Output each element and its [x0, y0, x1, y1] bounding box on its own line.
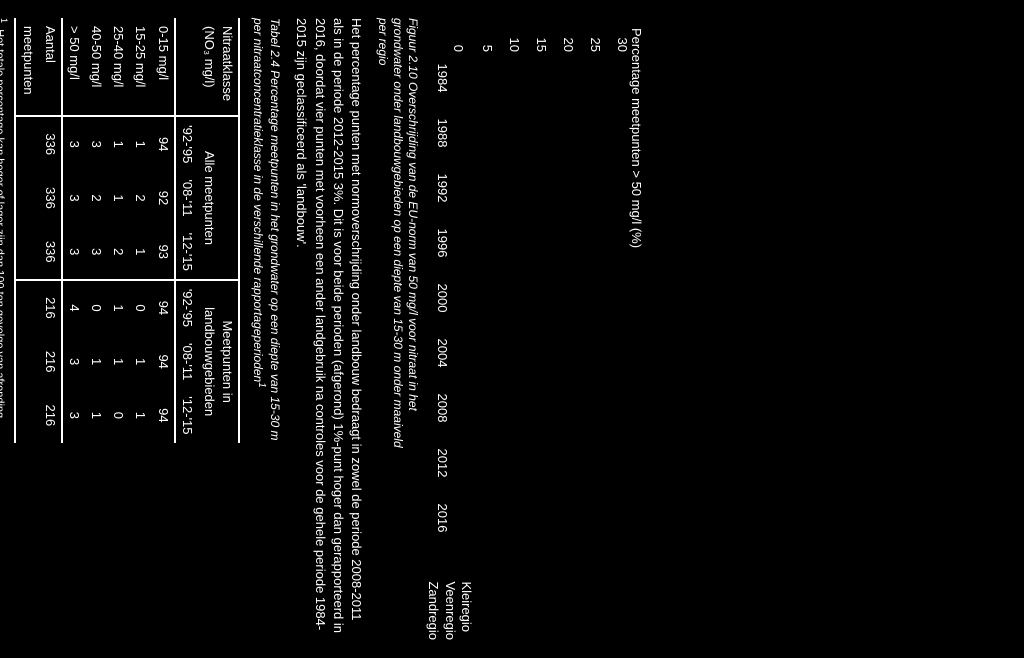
table-cell: 1 — [129, 335, 151, 388]
table-period: '92-'95 — [175, 116, 198, 171]
figure-chart: Percentage meetpunten > 50 mg/l (%) 30 2… — [424, 18, 644, 640]
table-cell: 0 — [85, 280, 107, 335]
y-tick: 15 — [534, 38, 549, 52]
x-tick: 2016 — [435, 504, 450, 533]
table-cell: 1 — [85, 335, 107, 388]
table-cell: 94 — [152, 335, 175, 388]
chart-svg: Percentage meetpunten > 50 mg/l (%) 30 2… — [424, 18, 644, 638]
table-cell — [15, 225, 38, 280]
table-cell: 1 — [107, 335, 129, 388]
table-cell: 94 — [152, 280, 175, 335]
table-cell: 93 — [152, 225, 175, 280]
legend-item: Veenregio — [442, 581, 458, 640]
table-row-label: 15-25 mg/l — [129, 18, 151, 116]
x-tick: 1988 — [435, 119, 450, 148]
table-cell: 336 — [39, 225, 62, 280]
table-period: '08-'11 — [175, 335, 198, 388]
y-tick: 0 — [451, 45, 466, 52]
table-header-left: (NO₃ mg/l) — [202, 26, 217, 88]
x-tick: 2000 — [435, 284, 450, 313]
y-tick: 30 — [615, 38, 630, 52]
chart-legend: Kleiregio Veenregio Zandregio — [425, 581, 474, 640]
table-row-label: Aantal — [39, 18, 62, 116]
table-header-group: landbouwgebieden — [202, 307, 217, 416]
table-cell: 94 — [152, 388, 175, 442]
y-tick: 20 — [561, 38, 576, 52]
table-cell: 92 — [152, 171, 175, 224]
data-table: Nitraatklasse (NO₃ mg/l) Alle meetpunten… — [14, 18, 240, 443]
table-period: '12-'15 — [175, 225, 198, 280]
table-cell: 3 — [62, 388, 85, 442]
table-cell: 1 — [129, 225, 151, 280]
table-period: '08-'11 — [175, 171, 198, 224]
table-row-label: 0-15 mg/l — [152, 18, 175, 116]
table-cell: 216 — [39, 388, 62, 442]
table-cell: 4 — [62, 280, 85, 335]
table-cell — [15, 388, 38, 442]
table-cell: 2 — [107, 225, 129, 280]
x-tick: 2012 — [435, 449, 450, 478]
table-cell: 94 — [152, 116, 175, 171]
table-cell — [15, 116, 38, 171]
table-row-label: > 50 mg/l — [62, 18, 85, 116]
x-tick: 1984 — [435, 64, 450, 93]
table-cell: 1 — [107, 116, 129, 171]
table-cell: 1 — [107, 280, 129, 335]
y-tick: 5 — [480, 45, 495, 52]
table-cell: 3 — [62, 335, 85, 388]
x-tick: 2004 — [435, 339, 450, 368]
table-cell: 1 — [129, 388, 151, 442]
legend-item: Kleiregio — [458, 581, 474, 640]
table-row-label: 40-50 mg/l — [85, 18, 107, 116]
table-cell: 3 — [62, 116, 85, 171]
table-cell: 1 — [107, 171, 129, 224]
table-cell: 1 — [129, 116, 151, 171]
table-period: '92-'95 — [175, 280, 198, 335]
table-cell: 336 — [39, 171, 62, 224]
x-tick: 1992 — [435, 174, 450, 203]
table-cell — [15, 171, 38, 224]
y-tick: 25 — [588, 38, 603, 52]
table-cell: 216 — [39, 280, 62, 335]
table-caption: Tabel 2.4 Percentage meetpunten in het g… — [250, 18, 282, 640]
paragraph-1: Het percentage punten met normoverschrij… — [292, 18, 365, 640]
figure-caption: Figuur 2.10 Overschrijding van de EU-nor… — [375, 18, 420, 640]
table-cell: 0 — [107, 388, 129, 442]
legend-item: Zandregio — [425, 581, 441, 640]
x-tick: 2008 — [435, 394, 450, 423]
y-tick: 10 — [507, 38, 522, 52]
table-cell: 2 — [129, 171, 151, 224]
table-footnote: 1 Het totale percentage kan hoger of lag… — [0, 18, 10, 640]
table-cell — [15, 335, 38, 388]
x-tick: 1996 — [435, 229, 450, 258]
table-cell: 2 — [85, 171, 107, 224]
y-axis-label: Percentage meetpunten > 50 mg/l (%) — [629, 28, 644, 248]
table-header-left: Nitraatklasse — [220, 26, 235, 101]
table-cell: 3 — [62, 225, 85, 280]
table-cell: 3 — [85, 116, 107, 171]
table-cell: 336 — [39, 116, 62, 171]
table-header-group: Alle meetpunten — [202, 151, 217, 245]
table-header-group: Meetpunten in — [220, 320, 235, 402]
table-cell: 3 — [85, 225, 107, 280]
table-cell: 1 — [85, 388, 107, 442]
table-cell: 0 — [129, 280, 151, 335]
table-cell: 3 — [62, 171, 85, 224]
table-cell: 216 — [39, 335, 62, 388]
table-period: '12-'15 — [175, 388, 198, 442]
table-cell — [15, 280, 38, 335]
table-row-label: 25-40 mg/l — [107, 18, 129, 116]
table-row-label: meetpunten — [15, 18, 38, 116]
